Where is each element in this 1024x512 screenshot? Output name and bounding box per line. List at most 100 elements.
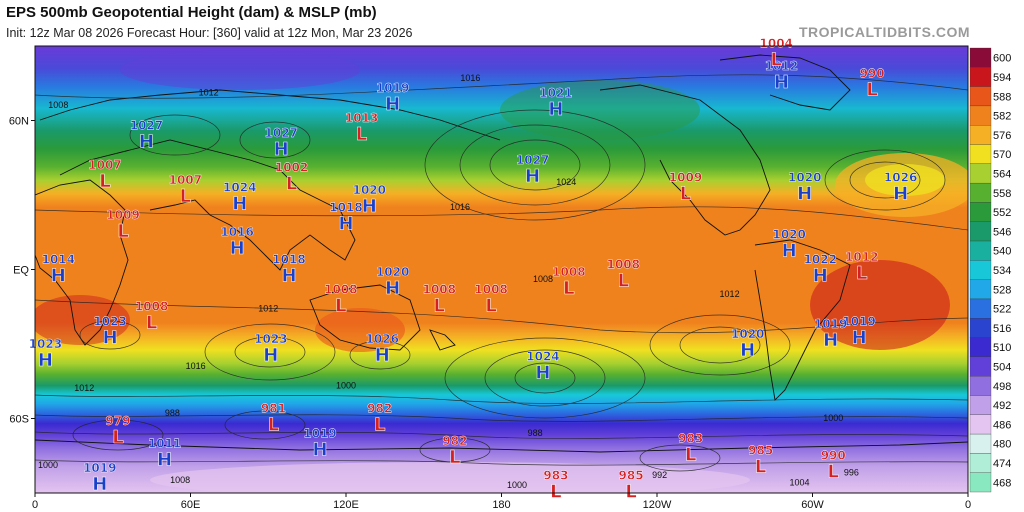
high-center-value: 1023 bbox=[254, 332, 287, 346]
low-center-value: 981 bbox=[261, 402, 286, 416]
high-center-symbol: H bbox=[535, 362, 550, 383]
low-center-value: 1013 bbox=[345, 111, 378, 125]
colorbar-swatch bbox=[969, 67, 992, 87]
low-center-symbol: L bbox=[268, 415, 279, 436]
colorbar-label: 468 bbox=[993, 477, 1011, 489]
isobar-label: 1004 bbox=[790, 478, 810, 488]
high-center-value: 1019 bbox=[83, 461, 116, 475]
low-center-symbol: L bbox=[117, 221, 128, 242]
colorbar-label: 498 bbox=[993, 381, 1011, 393]
colorbar-swatch bbox=[969, 414, 992, 435]
low-center-value: 983 bbox=[678, 431, 703, 445]
high-center-value: 1027 bbox=[130, 118, 163, 132]
hot-core-africa bbox=[35, 295, 130, 345]
colorbar-swatch bbox=[969, 472, 992, 493]
low-center-value: 1007 bbox=[169, 173, 202, 187]
high-center-value: 1016 bbox=[220, 225, 253, 239]
colorbar-swatch bbox=[969, 47, 992, 68]
colorbar-swatch bbox=[969, 260, 992, 280]
colorbar-label: 486 bbox=[993, 419, 1011, 431]
colorbar-label: 480 bbox=[993, 439, 1011, 451]
colorbar-label: 564 bbox=[993, 168, 1011, 180]
colorbar-label: 504 bbox=[993, 362, 1011, 374]
high-center-symbol: H bbox=[38, 350, 53, 371]
high-center-symbol: H bbox=[274, 139, 289, 160]
polar-vortex-north bbox=[120, 50, 360, 90]
high-center-value: 1020 bbox=[731, 327, 764, 341]
high-center-symbol: H bbox=[139, 131, 154, 152]
high-center-value: 1019 bbox=[842, 315, 875, 329]
high-center-value: 1026 bbox=[366, 332, 399, 346]
isobar-label: 1008 bbox=[533, 274, 553, 284]
low-center-value: 1008 bbox=[474, 282, 507, 296]
page-title: EPS 500mb Geopotential Height (dam) & MS… bbox=[6, 4, 377, 21]
high-center-symbol: H bbox=[782, 241, 797, 262]
lon-tick-label: 120W bbox=[643, 499, 672, 511]
isobars bbox=[35, 74, 968, 472]
colorbar-swatch bbox=[969, 202, 992, 222]
high-center-symbol: H bbox=[813, 266, 828, 287]
colorbar-label: 528 bbox=[993, 284, 1011, 296]
isobar-label: 1024 bbox=[556, 177, 576, 187]
low-center-symbol: L bbox=[335, 295, 346, 316]
high-center-value: 1011 bbox=[148, 436, 181, 450]
low-center-value: 1002 bbox=[275, 161, 308, 175]
high-center-value: 1018 bbox=[272, 253, 305, 267]
isobar-label: 1016 bbox=[450, 202, 470, 212]
colorbar-swatch bbox=[969, 144, 992, 164]
low-center-value: 1009 bbox=[106, 208, 139, 222]
high-center-symbol: H bbox=[823, 330, 838, 351]
isobar-label: 1000 bbox=[336, 381, 356, 391]
low-center-symbol: L bbox=[146, 313, 157, 334]
colorbar-swatch bbox=[969, 356, 992, 377]
colorbar-label: 594 bbox=[993, 72, 1011, 84]
colorbar-label: 510 bbox=[993, 342, 1011, 354]
high-center-value: 1019 bbox=[814, 317, 847, 331]
colorbar-label: 588 bbox=[993, 91, 1011, 103]
low-center-symbol: L bbox=[99, 171, 110, 192]
high-center-symbol: H bbox=[281, 266, 296, 287]
low-center-symbol: L bbox=[618, 270, 629, 291]
high-center-value: 1020 bbox=[788, 171, 821, 185]
low-center-value: 1008 bbox=[552, 265, 585, 279]
colorbar-swatch bbox=[969, 318, 992, 338]
low-center-value: 985 bbox=[748, 444, 773, 458]
colorbar-label: 474 bbox=[993, 458, 1011, 470]
high-center-symbol: H bbox=[230, 238, 245, 259]
warm-ridge-atlantic-core bbox=[865, 164, 945, 196]
isobar-label: 1000 bbox=[38, 460, 58, 470]
high-center-value: 1027 bbox=[516, 153, 549, 167]
low-center-value: 979 bbox=[105, 414, 130, 428]
low-center-value: 1008 bbox=[324, 282, 357, 296]
low-center-symbol: L bbox=[112, 427, 123, 448]
low-center-symbol: L bbox=[356, 124, 367, 145]
lon-tick-label: 120E bbox=[333, 499, 359, 511]
isobar-label: 1008 bbox=[48, 100, 68, 110]
high-center-value: 1021 bbox=[539, 86, 572, 100]
low-center-symbol: L bbox=[374, 415, 385, 436]
isobar-label: 1016 bbox=[186, 361, 206, 371]
colorbar-swatch bbox=[969, 453, 992, 473]
high-center-symbol: H bbox=[51, 266, 66, 287]
low-center-value: 983 bbox=[543, 469, 568, 483]
colorbar-label: 582 bbox=[993, 111, 1011, 123]
low-center-value: 982 bbox=[442, 434, 467, 448]
colorbar-label: 522 bbox=[993, 304, 1011, 316]
low-center-symbol: L bbox=[550, 482, 561, 503]
lat-tick-label: 60N bbox=[9, 116, 29, 128]
high-center-value: 1012 bbox=[765, 59, 798, 73]
colorbar-swatch bbox=[969, 298, 992, 319]
high-center-value: 1020 bbox=[376, 265, 409, 279]
high-center-value: 1020 bbox=[772, 228, 805, 242]
colorbar-swatch bbox=[969, 105, 992, 126]
low-center-value: 1012 bbox=[845, 250, 878, 264]
isobar-label: 1016 bbox=[460, 73, 480, 83]
isobar-labels: 1016 1012 1008 1024 1016 1012 1012 1016 1012 1008… bbox=[38, 73, 859, 490]
high-center-value: 1020 bbox=[353, 183, 386, 197]
high-center-symbol: H bbox=[548, 99, 563, 120]
high-center-value: 1022 bbox=[804, 253, 837, 267]
colorbar-label: 516 bbox=[993, 323, 1011, 335]
lon-tick-label: 0 bbox=[965, 499, 971, 511]
high-center-symbol: H bbox=[263, 345, 278, 366]
